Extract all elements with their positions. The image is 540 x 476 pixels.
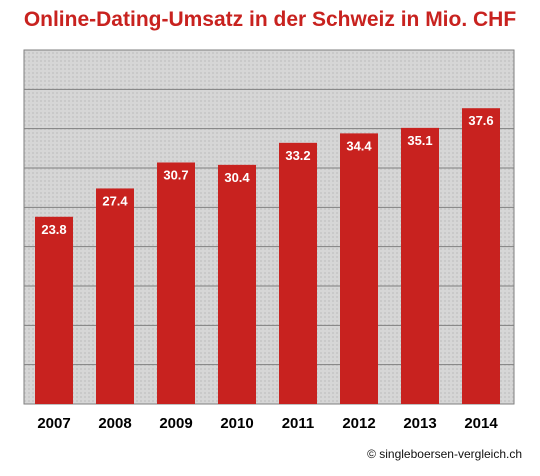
x-tick-label: 2013 xyxy=(403,415,436,432)
x-tick-label: 2010 xyxy=(220,415,253,432)
bar-value-label: 23.8 xyxy=(41,222,66,237)
bar-value-label: 30.4 xyxy=(224,170,250,185)
bar-value-label: 35.1 xyxy=(407,133,432,148)
bar-2008 xyxy=(96,188,134,404)
x-tick-label: 2009 xyxy=(159,415,192,432)
bar-2010 xyxy=(218,164,256,404)
x-tick-label: 2011 xyxy=(282,415,315,432)
x-tick-label: 2007 xyxy=(37,415,70,432)
bar-2014 xyxy=(462,108,500,405)
bar-2007 xyxy=(35,216,73,404)
bar-2012 xyxy=(340,133,378,405)
chart-title: Online-Dating-Umsatz in der Schweiz in M… xyxy=(23,8,517,31)
bar-2013 xyxy=(401,127,439,404)
x-axis-tick-labels: 2007 2008 2009 2010 2011 2012 2013 2014 xyxy=(37,415,498,432)
x-tick-label: 2014 xyxy=(464,415,498,432)
bar-value-label: 30.7 xyxy=(163,167,188,182)
bar-value-label: 27.4 xyxy=(102,193,128,208)
copyright-notice: © singleboersen-vergleich.ch xyxy=(367,447,522,461)
x-tick-label: 2008 xyxy=(98,415,131,432)
bar-value-label: 37.6 xyxy=(468,113,493,128)
bars: 23.8 27.4 30.7 30.4 33.2 34.4 35.1 37.6 xyxy=(35,108,500,405)
bar-2009 xyxy=(157,162,195,404)
bar-value-label: 33.2 xyxy=(285,148,310,163)
x-tick-label: 2012 xyxy=(342,415,375,432)
bar-2011 xyxy=(279,142,317,404)
bar-value-label: 34.4 xyxy=(346,138,372,153)
